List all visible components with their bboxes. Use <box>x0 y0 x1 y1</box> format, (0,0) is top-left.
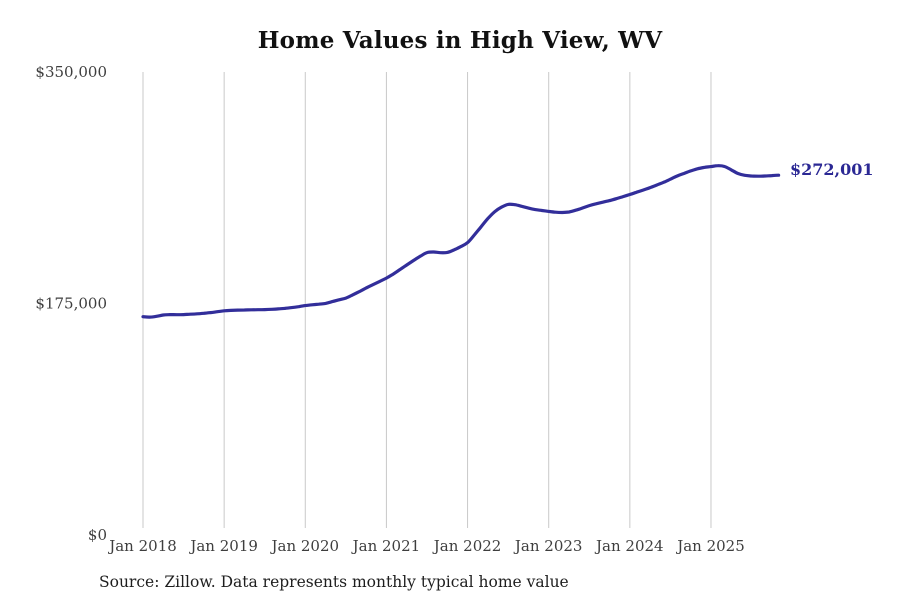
x-tick-label: Jan 2018 <box>107 537 177 555</box>
latest-value-label: $272,001 <box>790 160 874 179</box>
home-value-series-line <box>141 164 781 319</box>
x-tick-label: Jan 2023 <box>513 537 583 555</box>
x-tick-label: Jan 2019 <box>188 537 258 555</box>
x-tick-label: Jan 2021 <box>351 537 421 555</box>
y-tick-label: $350,000 <box>35 63 107 81</box>
x-tick-label: Jan 2025 <box>675 537 745 555</box>
chart-title: Home Values in High View, WV <box>257 27 663 54</box>
x-tick-label: Jan 2022 <box>432 537 502 555</box>
x-tick-label: Jan 2020 <box>269 537 339 555</box>
y-tick-label: $0 <box>88 526 107 544</box>
y-tick-label: $175,000 <box>35 295 107 313</box>
source-note: Source: Zillow. Data represents monthly … <box>99 573 569 591</box>
x-tick-label: Jan 2024 <box>594 537 664 555</box>
